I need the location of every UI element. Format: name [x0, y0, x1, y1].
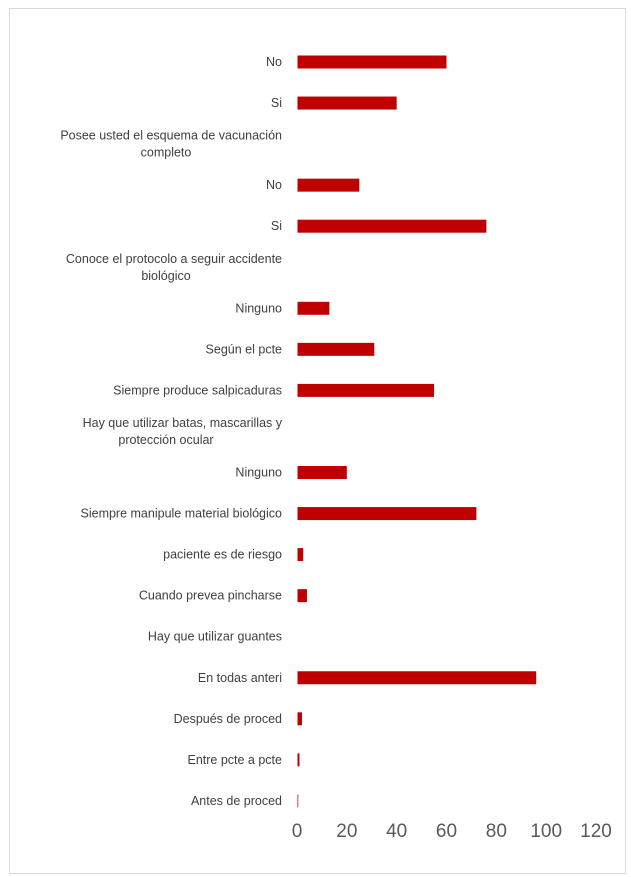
category-label: Siempre manipule material biológico [81, 507, 283, 521]
category-labels-group: No Si Posee usted el esquema de vacunación… [60, 55, 282, 808]
x-tick-label: 60 [436, 821, 457, 842]
category-label: paciente es de riesgo [163, 548, 282, 562]
category-label: Ninguno [235, 466, 282, 480]
bar [297, 383, 435, 397]
bar [297, 507, 477, 521]
category-label: Si [271, 219, 282, 233]
bars-group [296, 42, 537, 821]
bar [297, 671, 537, 685]
x-tick-label: 40 [386, 821, 407, 842]
bar [297, 794, 299, 808]
category-label: Conoce el protocolo a seguir accidente [66, 252, 282, 266]
bar [297, 55, 447, 69]
category-label: Hay que utilizar guantes [148, 630, 282, 644]
category-label: completo [141, 146, 192, 160]
bar [297, 96, 397, 110]
x-tick-label: 100 [530, 821, 562, 842]
category-label: Cuando prevea pincharse [139, 589, 282, 603]
category-label: No [266, 178, 282, 192]
bar [297, 178, 360, 192]
category-label: Ninguno [235, 301, 282, 315]
bar [297, 342, 375, 356]
bar [297, 466, 347, 479]
category-label: protección ocular [118, 433, 213, 447]
x-tick-label: 20 [336, 821, 357, 842]
x-tick-label: 80 [486, 821, 507, 842]
category-label: Según el pcte [206, 342, 282, 356]
chart-frame [9, 8, 626, 874]
bar [297, 548, 304, 562]
bar [297, 712, 302, 726]
category-label: Después de proced [174, 712, 282, 726]
bar [297, 219, 487, 233]
category-label: No [266, 55, 282, 69]
category-label: En todas anteri [198, 671, 282, 685]
bar [297, 589, 307, 603]
bar [297, 301, 330, 315]
category-label: Si [271, 96, 282, 110]
x-tick-label: 120 [580, 821, 612, 842]
category-label: Hay que utilizar batas, mascarillas y [83, 416, 283, 430]
category-label: Entre pcte a pcte [187, 753, 282, 767]
category-label: biológico [141, 269, 190, 283]
x-axis-ticks-group: 0 20 40 60 80 100 120 [292, 821, 612, 842]
category-label: Posee usted el esquema de vacunación [60, 129, 282, 143]
x-tick-label: 0 [292, 821, 303, 842]
bar [297, 753, 300, 767]
category-label: Antes de proced [191, 794, 282, 808]
category-label: Siempre produce salpicaduras [113, 383, 282, 397]
